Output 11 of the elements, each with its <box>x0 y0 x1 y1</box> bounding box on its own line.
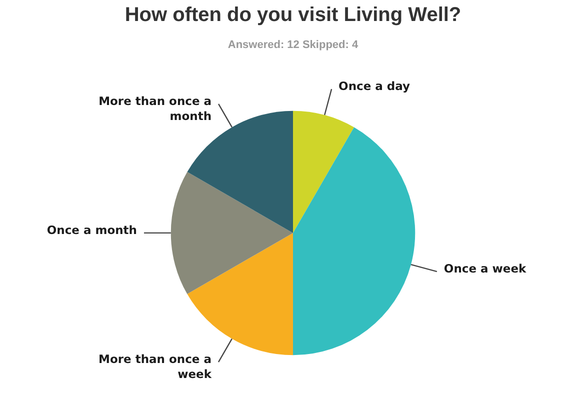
slice-label: More than once a week <box>98 352 212 382</box>
chart-title: How often do you visit Living Well? <box>124 4 462 26</box>
pie-slice <box>293 127 415 356</box>
slice-label: Once a month <box>46 222 137 237</box>
slice-label: Once a week <box>444 262 527 276</box>
slice-label: Once a day <box>338 79 411 94</box>
chart-subtitle: Answered: 12 Skipped: 4 <box>228 39 359 51</box>
pie-slice <box>293 110 354 233</box>
slice-label: More than once a month <box>98 94 212 123</box>
pie-slice <box>171 172 293 294</box>
pie-slice <box>187 233 293 356</box>
